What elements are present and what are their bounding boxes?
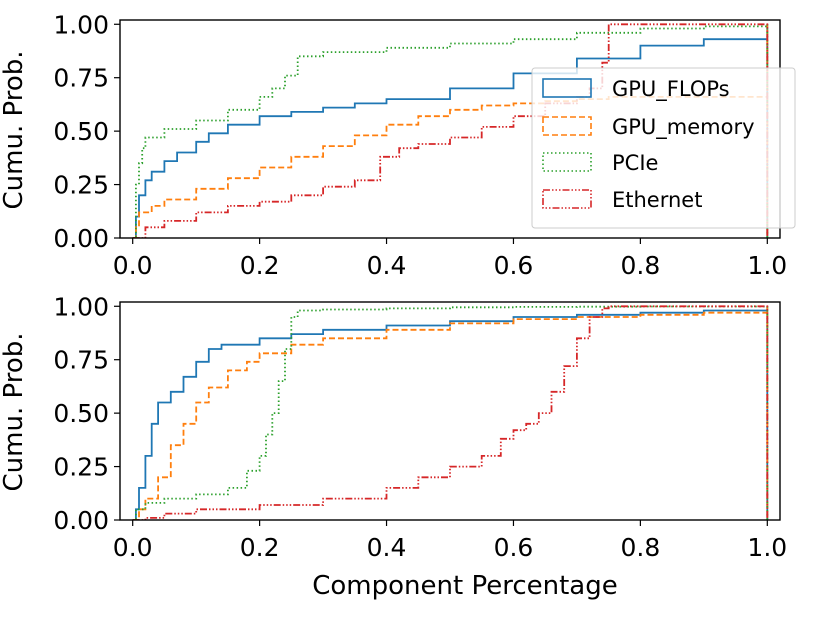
bottom-x-tick-label: 1.0 (747, 533, 787, 562)
top-chart: 0.0 0.2 0.4 0.6 0.8 1.0 0.00 0.25 0.50 0.75 1.00 C… (0, 10, 796, 280)
top-series-pcie (132, 24, 769, 238)
bottom-series-gpu-flops (132, 306, 769, 520)
top-series-gpu-memory (132, 24, 769, 238)
top-y-axis-label: Cumu. Prob. (0, 51, 29, 210)
bottom-x-tick-label: 0.0 (113, 533, 153, 562)
legend-entry-ethernet: Ethernet (542, 188, 702, 212)
bottom-x-tick-label: 0.2 (240, 533, 280, 562)
top-x-tick-label: 0.6 (494, 251, 534, 280)
top-x-tick-label: 1.0 (747, 251, 787, 280)
legend-entry-pcie: PCIe (542, 151, 658, 175)
legend-label-gpu-memory: GPU_memory (612, 115, 755, 140)
legend-swatch-gpu-flops (542, 78, 592, 98)
legend-swatch-pcie (542, 152, 592, 172)
bottom-y-tick-label: 0.50 (53, 399, 109, 428)
top-x-tick-label: 0.8 (621, 251, 661, 280)
bottom-y-tick-label: 0.25 (53, 453, 109, 482)
legend-swatch-ethernet (542, 189, 592, 209)
top-y-tick-label: 0.50 (53, 117, 109, 146)
top-y-tick-label: 0.00 (53, 224, 109, 253)
top-x-tick-label: 0.2 (240, 251, 280, 280)
top-x-tick-label: 0.0 (113, 251, 153, 280)
top-ticks: 0.0 0.2 0.4 0.6 0.8 1.0 0.00 0.25 0.50 0.75 1.00 (53, 10, 787, 280)
legend-label-ethernet: Ethernet (612, 188, 702, 212)
bottom-series-group (132, 305, 769, 520)
legend-entry-gpu-memory: GPU_memory (542, 115, 755, 140)
legend-swatch-gpu-memory (542, 116, 592, 136)
top-y-tick-label: 0.75 (53, 64, 109, 93)
bottom-x-tick-label: 0.8 (621, 533, 661, 562)
bottom-y-tick-label: 0.00 (53, 506, 109, 535)
bottom-x-tick-label: 0.6 (494, 533, 534, 562)
bottom-y-tick-label: 0.75 (53, 346, 109, 375)
legend-label-pcie: PCIe (612, 151, 658, 175)
top-y-tick-label: 1.00 (53, 10, 109, 39)
bottom-series-gpu-memory (132, 306, 769, 520)
bottom-chart: 0.0 0.2 0.4 0.6 0.8 1.0 0.00 0.25 0.50 0.75 1.00 C… (0, 292, 787, 601)
legend-label-gpu-flops: GPU_FLOPs (612, 77, 730, 102)
bottom-y-tick-label: 1.00 (53, 292, 109, 321)
legend-entry-gpu-flops: GPU_FLOPs (542, 77, 730, 102)
bottom-ticks: 0.0 0.2 0.4 0.6 0.8 1.0 0.00 0.25 0.50 0.75 1.00 (53, 292, 787, 562)
top-series-gpu-flops (132, 24, 769, 238)
bottom-axes-frame (119, 301, 781, 521)
bottom-y-axis-label: Cumu. Prob. (0, 333, 29, 492)
top-x-tick-label: 0.4 (367, 251, 407, 280)
bottom-series-ethernet (132, 305, 769, 520)
top-series-group (132, 23, 769, 238)
legend-frame (531, 67, 796, 229)
top-y-tick-label: 0.25 (53, 171, 109, 200)
bottom-x-tick-label: 0.4 (367, 533, 407, 562)
top-series-ethernet (132, 23, 769, 238)
bottom-x-axis-label: Component Percentage (312, 571, 617, 601)
legend: GPU_FLOPs GPU_memory PCIe Ethernet (531, 67, 796, 229)
bottom-series-pcie (132, 305, 769, 520)
